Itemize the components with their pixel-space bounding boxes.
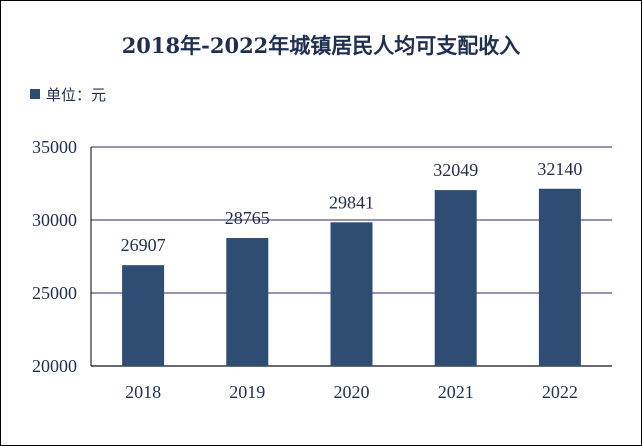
x-tick-label: 2022 (542, 382, 578, 402)
x-tick-label: 2021 (438, 382, 474, 402)
legend: 单位：元 (30, 84, 106, 104)
x-tick-label: 2018 (125, 382, 161, 402)
x-tick-label: 2020 (334, 382, 370, 402)
chart-title: 2018年-2022年城镇居民人均可支配收入 (121, 33, 521, 58)
bar (434, 190, 477, 366)
bar-value-label: 32140 (537, 159, 582, 179)
y-tick-label: 25000 (32, 283, 77, 303)
y-tick-label: 20000 (32, 356, 77, 376)
bar-value-label: 28765 (225, 208, 270, 228)
y-tick-label: 35000 (32, 137, 77, 157)
bar-value-label: 32049 (433, 160, 478, 180)
bar-value-label: 29841 (329, 192, 374, 212)
bar-value-label: 26907 (121, 235, 166, 255)
bar (538, 188, 581, 366)
bar (226, 238, 269, 366)
legend-swatch (30, 89, 40, 99)
bar (330, 222, 373, 366)
bar (122, 265, 165, 366)
x-tick-label: 2019 (229, 382, 265, 402)
legend-unit-label: 单位：元 (46, 85, 107, 104)
y-tick-label: 30000 (32, 210, 77, 230)
